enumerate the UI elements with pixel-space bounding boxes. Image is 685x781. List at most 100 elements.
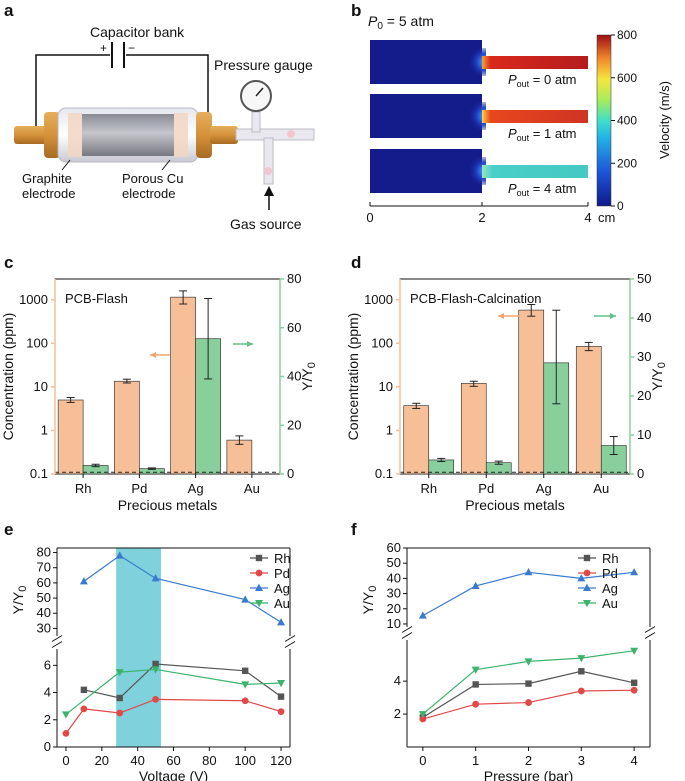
- y-lower-tick-label: 0: [44, 739, 51, 754]
- chamber-inlet-glow-0: [456, 48, 486, 76]
- green-axis-arrowhead: [247, 341, 253, 347]
- point-Au: [524, 658, 533, 666]
- right-tick-label: 80: [287, 271, 301, 286]
- porous-electrode-block: [174, 113, 188, 157]
- colorbar-tick-label: 0: [617, 199, 624, 213]
- right-tick-label: 20: [287, 417, 301, 432]
- legend-label-Ag: Ag: [602, 581, 618, 596]
- circuit-wire-left: [35, 54, 110, 132]
- outlet-channel-1: [482, 110, 588, 123]
- pressure-gauge-label: Pressure gauge: [214, 57, 313, 73]
- panel-letter-d: d: [351, 253, 361, 272]
- colorbar-tick-label: 800: [617, 28, 637, 42]
- point-Rh: [630, 679, 638, 686]
- colorbar-ticks: 800 600 400 200 0: [611, 28, 637, 213]
- b-xtick-label: 2: [478, 210, 485, 225]
- capacitor-minus: −: [128, 41, 135, 55]
- porous-label-1: Porous Cu: [122, 171, 183, 186]
- left-copper-rod: [14, 126, 48, 144]
- axis-break-mark: [644, 626, 656, 633]
- legend-label-Pd: Pd: [274, 566, 290, 581]
- right-tick-label: 40: [637, 310, 651, 325]
- point-Rh: [80, 686, 88, 694]
- b-x-unit: cm: [598, 210, 615, 225]
- right-axis-title: Y/Y0: [649, 362, 668, 391]
- right-tick-label: 0: [287, 466, 294, 481]
- bar-concentration-Rh: [57, 399, 84, 475]
- series-line-Ag: [83, 554, 282, 623]
- circuit-wire-right: [126, 54, 209, 132]
- right-tick-label: 10: [637, 427, 651, 442]
- y-axis-title: Y/Y0: [10, 586, 29, 615]
- pout-label-0: Pout = 0 atm: [508, 72, 577, 89]
- point-Au: [418, 711, 427, 719]
- legend-label-Rh: Rh: [274, 551, 291, 566]
- graphite-label-1: Graphite: [22, 171, 72, 186]
- point-Pd: [419, 715, 427, 723]
- legend-label-Au: Au: [274, 596, 290, 611]
- panel-d-chart: Rh Pd Ag Au 0.1 1 10 100 1000 0 10 20 30 40 50 PCB-Flas…: [345, 271, 668, 513]
- x-tick-label: 120: [270, 753, 292, 768]
- point-Ag: [241, 595, 250, 603]
- y-upper-tick-label: 40: [387, 570, 401, 585]
- point-Au: [577, 655, 586, 663]
- gauge-stem: [251, 111, 261, 133]
- y-upper-tick-label: 60: [387, 540, 401, 555]
- point-Pd: [577, 687, 585, 695]
- y-lower-tick-label: 4: [44, 685, 51, 700]
- flow-chambers: Pout = 0 atm Pout = 1 atm Pout = 4 atm: [370, 40, 588, 198]
- point-Pd: [116, 709, 124, 717]
- gas-source-label: Gas source: [230, 216, 302, 232]
- porous-label-2: electrode: [122, 186, 175, 201]
- point-Au: [630, 647, 639, 655]
- valve-1: [287, 130, 295, 138]
- left-tick-label: 100: [26, 335, 48, 350]
- xtick-label-Pd: Pd: [131, 481, 147, 496]
- point-Pd: [472, 700, 480, 708]
- y-upper-tick-label: 70: [37, 560, 51, 575]
- chamber-inlet-glow-2: [456, 157, 486, 185]
- point-Pd: [525, 699, 532, 706]
- x-tick-label: 0: [62, 753, 69, 768]
- graphite-label-2: electrode: [22, 186, 75, 201]
- colorbar-tick-label: 400: [617, 114, 637, 128]
- panel-letter-e: e: [4, 520, 13, 539]
- right-copper-cap: [196, 112, 212, 158]
- orange-axis-arrowhead: [150, 352, 156, 358]
- bar-concentration-Ag: [518, 309, 545, 475]
- xtick-label-Rh: Rh: [420, 481, 437, 496]
- chart-title: PCB-Flash-Calcination: [410, 291, 542, 306]
- outlet-channel-2: [482, 165, 588, 178]
- xtick-label-Au: Au: [593, 481, 609, 496]
- gas-line-horizontal: [235, 128, 315, 141]
- sample-core: [82, 114, 174, 156]
- point-Pd: [152, 695, 159, 703]
- point-Au: [115, 669, 124, 677]
- y-upper-tick-label: 40: [37, 605, 51, 620]
- panel-a-apparatus: Capacitor bank + − Pressure gauge Graphi…: [14, 24, 315, 232]
- pout-label-2: Pout = 4 atm: [508, 181, 577, 198]
- left-tick-label: 100: [371, 335, 393, 350]
- bar-concentration-Pd: [460, 383, 487, 475]
- y-lower-tick-label: 2: [394, 706, 401, 721]
- left-copper-cap: [44, 112, 60, 158]
- gas-line-vertical: [263, 137, 274, 185]
- gas-arrow-head: [264, 186, 274, 196]
- point-Pd: [277, 708, 285, 716]
- x-tick-label: 100: [234, 753, 256, 768]
- xtick-label-Ag: Ag: [536, 481, 552, 496]
- point-Pd: [62, 729, 70, 737]
- point-Rh: [241, 667, 249, 674]
- right-axis-title: Y/Y0: [299, 362, 318, 391]
- point-Rh: [277, 693, 285, 700]
- panel-c-chart: Rh Pd Ag Au 0.1 1 10 100 1000 0 20 40 60 80 PCB-Flash P…: [0, 271, 318, 513]
- legend-label-Pd: Pd: [602, 566, 618, 581]
- point-Ag: [630, 568, 639, 576]
- x-tick-label: 4: [631, 753, 638, 768]
- left-tick-label: 1: [386, 422, 393, 437]
- point-Rh: [525, 680, 532, 687]
- legend-marker-Rh: [255, 554, 263, 562]
- y-upper-tick-label: 60: [37, 575, 51, 590]
